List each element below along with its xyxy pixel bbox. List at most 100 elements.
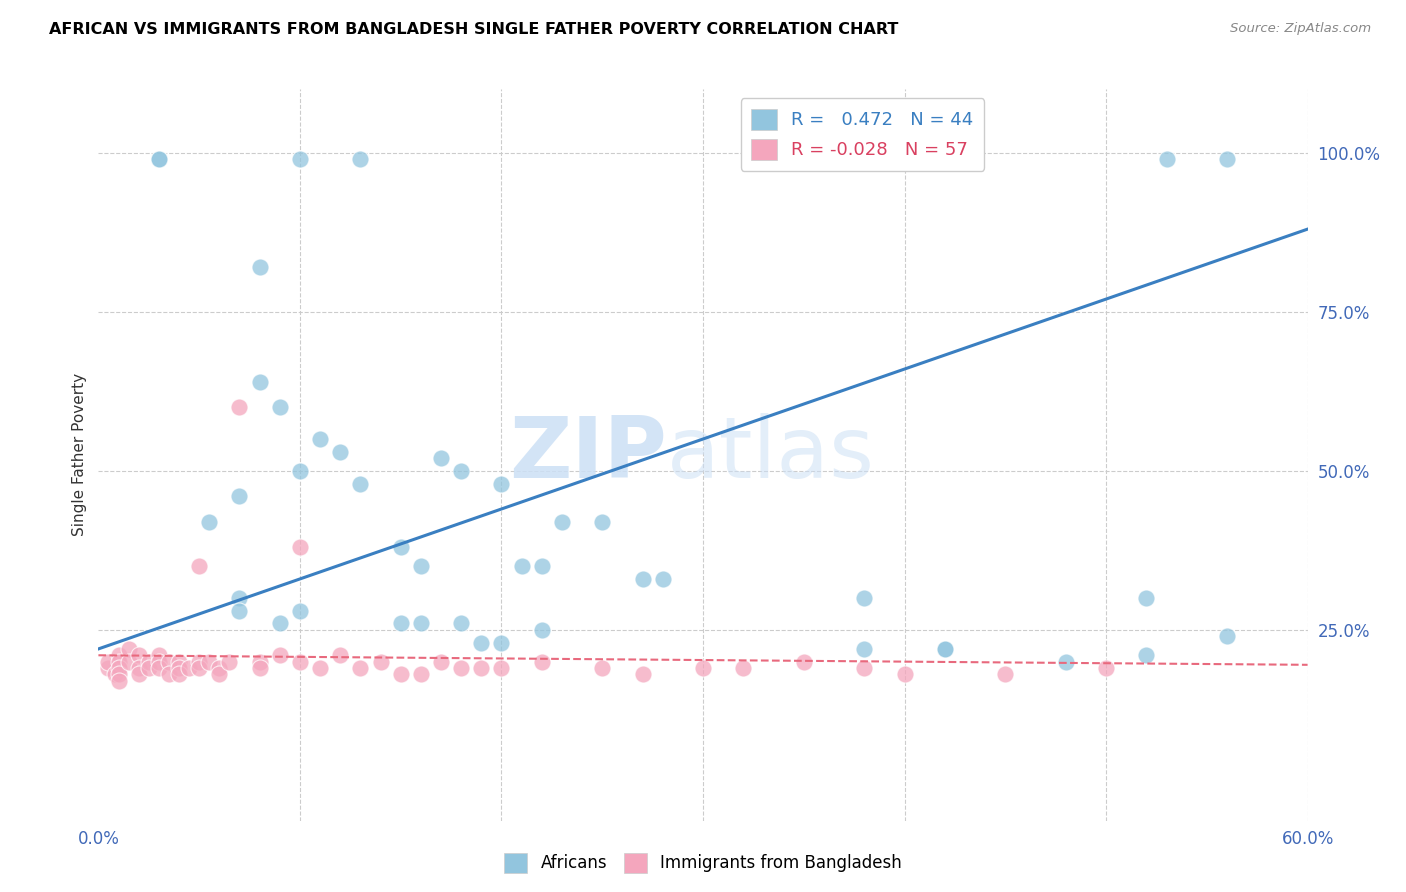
Point <box>934 641 956 656</box>
Point <box>430 451 453 466</box>
Point <box>249 655 271 669</box>
Point <box>249 260 271 275</box>
Point <box>167 655 190 669</box>
Point <box>1216 152 1239 166</box>
Point <box>853 661 876 675</box>
Point <box>893 667 915 681</box>
Point <box>157 667 180 681</box>
Point <box>329 444 352 458</box>
Point <box>97 655 120 669</box>
Point <box>198 515 221 529</box>
Point <box>631 572 654 586</box>
Point <box>470 635 492 649</box>
Point <box>389 540 412 554</box>
Point <box>491 476 513 491</box>
Legend: Africans, Immigrants from Bangladesh: Africans, Immigrants from Bangladesh <box>498 847 908 880</box>
Point <box>228 401 250 415</box>
Y-axis label: Single Father Poverty: Single Father Poverty <box>72 374 87 536</box>
Point <box>349 152 371 166</box>
Point <box>530 559 553 574</box>
Point <box>1095 661 1118 675</box>
Point <box>188 559 211 574</box>
Point <box>107 673 129 688</box>
Point <box>107 667 129 681</box>
Point <box>349 661 371 675</box>
Point <box>269 616 291 631</box>
Point <box>208 667 231 681</box>
Point <box>389 667 412 681</box>
Point <box>128 648 150 663</box>
Point <box>430 655 453 669</box>
Point <box>128 667 150 681</box>
Point <box>138 655 160 669</box>
Point <box>138 661 160 675</box>
Point <box>103 667 125 681</box>
Point <box>107 655 129 669</box>
Point <box>491 661 513 675</box>
Point <box>208 661 231 675</box>
Point <box>409 667 432 681</box>
Point <box>157 655 180 669</box>
Point <box>470 661 492 675</box>
Point <box>288 152 311 166</box>
Point <box>148 648 170 663</box>
Point <box>309 661 332 675</box>
Point <box>853 641 876 656</box>
Point <box>288 604 311 618</box>
Text: Source: ZipAtlas.com: Source: ZipAtlas.com <box>1230 22 1371 36</box>
Point <box>1135 648 1157 663</box>
Point <box>853 591 876 605</box>
Point <box>269 401 291 415</box>
Point <box>450 616 472 631</box>
Point <box>148 152 170 166</box>
Point <box>349 476 371 491</box>
Point <box>249 661 271 675</box>
Point <box>1054 655 1077 669</box>
Point <box>188 661 211 675</box>
Text: atlas: atlas <box>666 413 875 497</box>
Point <box>1156 152 1178 166</box>
Point <box>491 635 513 649</box>
Point <box>591 661 613 675</box>
Point <box>128 661 150 675</box>
Point <box>994 667 1017 681</box>
Point <box>551 515 574 529</box>
Point <box>218 655 240 669</box>
Point <box>167 661 190 675</box>
Point <box>409 559 432 574</box>
Point <box>228 591 250 605</box>
Point <box>934 641 956 656</box>
Point <box>309 432 332 446</box>
Point <box>288 655 311 669</box>
Point <box>97 661 120 675</box>
Point <box>450 464 472 478</box>
Point <box>228 489 250 503</box>
Point <box>249 375 271 389</box>
Point <box>188 655 211 669</box>
Point <box>148 661 170 675</box>
Point <box>1135 591 1157 605</box>
Text: ZIP: ZIP <box>509 413 666 497</box>
Point <box>389 616 412 631</box>
Text: AFRICAN VS IMMIGRANTS FROM BANGLADESH SINGLE FATHER POVERTY CORRELATION CHART: AFRICAN VS IMMIGRANTS FROM BANGLADESH SI… <box>49 22 898 37</box>
Point <box>179 661 201 675</box>
Point <box>288 540 311 554</box>
Point <box>107 648 129 663</box>
Point <box>198 655 221 669</box>
Point <box>409 616 432 631</box>
Point <box>329 648 352 663</box>
Point <box>118 641 141 656</box>
Point <box>107 661 129 675</box>
Point <box>148 655 170 669</box>
Point <box>530 623 553 637</box>
Point <box>370 655 392 669</box>
Point <box>530 655 553 669</box>
Point <box>118 655 141 669</box>
Point <box>631 667 654 681</box>
Point <box>793 655 815 669</box>
Point <box>692 661 714 675</box>
Legend: R =   0.472   N = 44, R = -0.028   N = 57: R = 0.472 N = 44, R = -0.028 N = 57 <box>741 98 984 170</box>
Point <box>228 604 250 618</box>
Point <box>148 152 170 166</box>
Point <box>591 515 613 529</box>
